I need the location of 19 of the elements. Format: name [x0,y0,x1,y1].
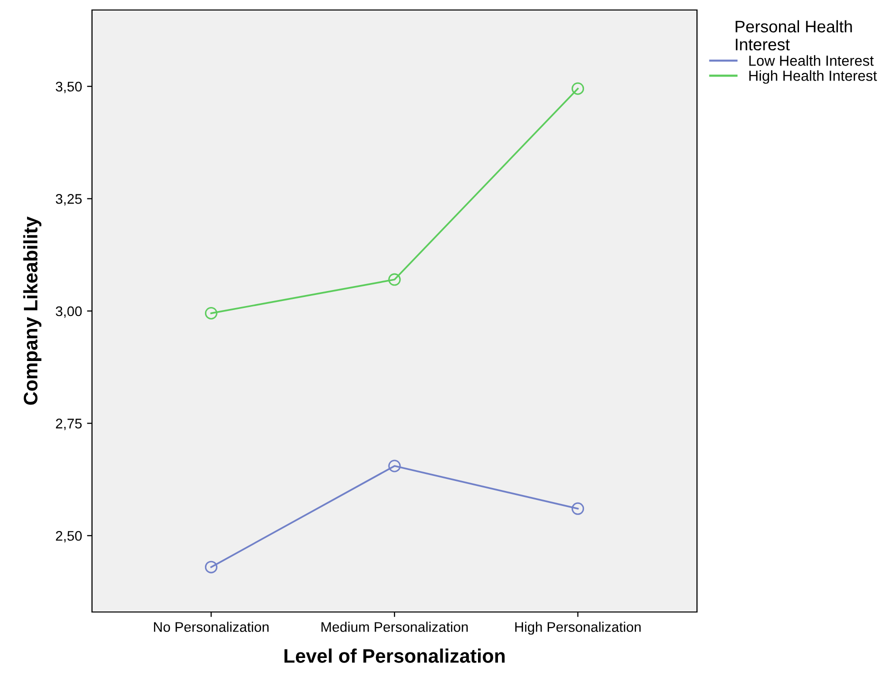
x-axis-title: Level of Personalization [284,648,505,663]
point [572,82,584,95]
legend-title: Personal Health Interest [736,20,852,50]
x-tick-label: High Personalization [515,622,641,635]
point [204,306,218,320]
y-tick-label: 3,50 [56,82,82,94]
legend-label: Low Health Interest [749,55,874,66]
y-tick-label: 2,50 [56,530,82,542]
y-axis-title: Company Likeability [23,216,42,405]
point [388,273,401,286]
point [572,502,584,515]
point [204,560,218,574]
y-tick-label: 3,25 [56,194,82,206]
x-tick-label: Medium Personalization [322,622,468,632]
legend-label: High Health Interest [749,70,877,84]
x-tick-label: No Personalization [154,622,269,632]
y-tick-label: 3,00 [56,306,82,318]
y-tick-label: 2,75 [56,418,82,430]
point [388,460,401,472]
